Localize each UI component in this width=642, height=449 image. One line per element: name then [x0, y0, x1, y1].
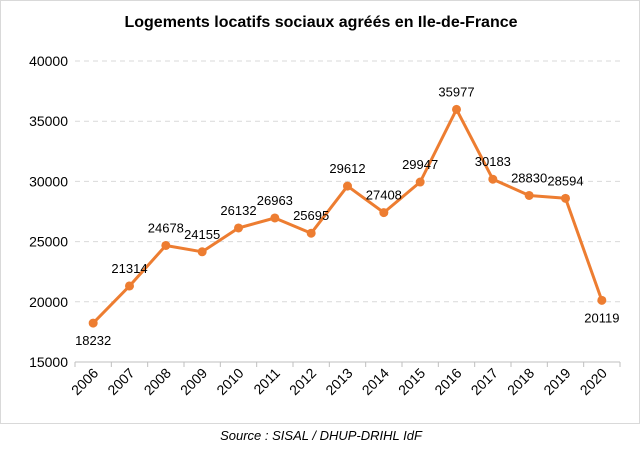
x-tick-label: 2009 [177, 365, 210, 398]
data-point [379, 208, 389, 218]
data-label: 25695 [293, 208, 329, 223]
x-tick-label: 2008 [141, 365, 174, 398]
data-point [524, 190, 534, 200]
data-label: 21314 [111, 261, 147, 276]
data-point [343, 181, 352, 191]
data-point [597, 295, 607, 305]
data-point [88, 318, 98, 328]
data-point [270, 213, 280, 223]
y-tick-label: 30000 [29, 173, 68, 189]
data-label: 18232 [75, 333, 111, 348]
data-label: 20119 [584, 310, 619, 325]
data-point [161, 240, 171, 250]
x-tick-label: 2016 [431, 365, 464, 398]
data-label: 29612 [329, 161, 365, 176]
x-tick-label: 2010 [213, 365, 246, 398]
line-chart: Logements locatifs sociaux agréés en Ile… [29, 14, 621, 398]
data-label: 24155 [184, 227, 220, 242]
data-point [452, 104, 461, 114]
x-tick-label: 2014 [359, 365, 392, 398]
x-tick-label: 2018 [504, 365, 537, 398]
x-tick-label: 2007 [104, 365, 137, 398]
data-point [306, 228, 316, 238]
x-tick-label: 2013 [322, 365, 355, 398]
x-tick-label: 2017 [468, 365, 501, 398]
x-tick-label: 2020 [577, 365, 610, 398]
data-point [561, 193, 570, 203]
x-tick-label: 2006 [68, 365, 101, 398]
y-tick-label: 20000 [29, 294, 68, 310]
data-label: 26132 [220, 203, 256, 218]
y-tick-label: 25000 [29, 234, 68, 250]
data-point [488, 174, 498, 184]
x-tick-label: 2012 [286, 365, 319, 398]
y-tick-label: 15000 [29, 354, 68, 370]
x-tick-label: 2015 [395, 365, 428, 398]
source-note: Source : SISAL / DHUP-DRIHL IdF [220, 428, 422, 443]
y-tick-label: 35000 [29, 113, 68, 129]
x-tick-label: 2011 [250, 365, 283, 398]
data-label: 28830 [511, 170, 547, 185]
data-point [234, 223, 243, 233]
data-label: 24678 [148, 220, 184, 235]
data-label: 30183 [475, 154, 511, 169]
data-label: 26963 [257, 193, 293, 208]
data-label: 29947 [402, 157, 438, 172]
data-point [415, 177, 425, 187]
chart-frame [0, 0, 640, 424]
data-label: 35977 [438, 84, 474, 99]
data-label: 28594 [547, 173, 583, 188]
y-tick-label: 40000 [29, 53, 68, 69]
series-line [92, 107, 604, 325]
data-point [125, 281, 134, 291]
chart-title: Logements locatifs sociaux agréés en Ile… [124, 14, 517, 31]
x-tick-label: 2019 [540, 365, 573, 398]
data-label: 27408 [366, 188, 402, 203]
data-point [197, 247, 207, 257]
